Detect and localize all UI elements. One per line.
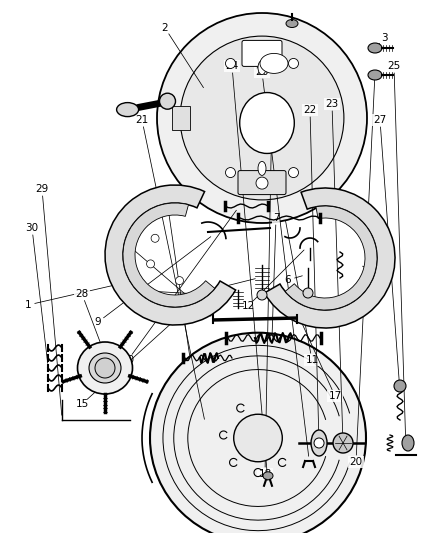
Ellipse shape — [260, 53, 288, 74]
Ellipse shape — [311, 430, 327, 456]
Text: 23: 23 — [325, 99, 339, 109]
Text: 11: 11 — [305, 355, 318, 365]
Wedge shape — [105, 185, 236, 325]
Ellipse shape — [286, 20, 298, 28]
Text: 3: 3 — [381, 33, 387, 43]
Ellipse shape — [368, 43, 382, 53]
Text: 20: 20 — [350, 457, 363, 467]
Text: 26: 26 — [255, 67, 268, 77]
Ellipse shape — [263, 472, 273, 480]
Circle shape — [151, 235, 159, 243]
Text: 7: 7 — [273, 213, 279, 223]
Ellipse shape — [234, 414, 283, 462]
Circle shape — [257, 290, 267, 300]
Text: 25: 25 — [387, 61, 401, 71]
Circle shape — [256, 177, 268, 189]
Text: 4: 4 — [215, 283, 221, 293]
Ellipse shape — [117, 102, 138, 117]
Circle shape — [176, 277, 184, 285]
FancyBboxPatch shape — [242, 41, 282, 67]
Text: 24: 24 — [226, 61, 239, 71]
Ellipse shape — [240, 93, 294, 154]
Wedge shape — [285, 206, 377, 310]
Text: 14: 14 — [124, 285, 137, 295]
Text: 5: 5 — [321, 313, 328, 323]
Text: 16: 16 — [121, 240, 134, 250]
Text: 27: 27 — [373, 115, 387, 125]
Text: 18: 18 — [258, 469, 272, 479]
Circle shape — [226, 59, 236, 68]
Wedge shape — [123, 203, 215, 307]
Text: 17: 17 — [328, 391, 342, 401]
Text: 8: 8 — [162, 189, 170, 199]
Ellipse shape — [150, 333, 366, 533]
Text: 1: 1 — [385, 273, 391, 283]
Text: 6: 6 — [285, 275, 291, 285]
Text: 30: 30 — [25, 223, 39, 233]
Ellipse shape — [368, 70, 382, 80]
Circle shape — [180, 36, 344, 200]
Circle shape — [394, 380, 406, 392]
Ellipse shape — [258, 161, 266, 175]
Wedge shape — [265, 188, 395, 328]
Ellipse shape — [258, 61, 266, 75]
Ellipse shape — [333, 433, 353, 453]
Text: 21: 21 — [135, 115, 148, 125]
Circle shape — [303, 288, 313, 298]
Text: 12: 12 — [241, 301, 254, 311]
Text: 22: 22 — [304, 105, 317, 115]
FancyBboxPatch shape — [238, 171, 286, 195]
Text: 9: 9 — [95, 317, 101, 327]
Circle shape — [289, 167, 299, 177]
Ellipse shape — [89, 353, 121, 383]
Circle shape — [95, 358, 115, 378]
Circle shape — [157, 13, 367, 223]
Circle shape — [289, 59, 299, 68]
Bar — [172, 106, 190, 130]
Text: 1: 1 — [25, 300, 31, 310]
Text: 15: 15 — [75, 399, 88, 409]
Circle shape — [159, 93, 176, 109]
Circle shape — [147, 260, 155, 268]
Ellipse shape — [402, 435, 414, 451]
Circle shape — [226, 167, 236, 177]
Circle shape — [314, 438, 324, 448]
Text: 28: 28 — [75, 289, 88, 299]
Text: 10: 10 — [121, 355, 134, 365]
Text: 29: 29 — [35, 184, 49, 194]
Text: 2: 2 — [162, 23, 168, 33]
Ellipse shape — [78, 342, 133, 394]
